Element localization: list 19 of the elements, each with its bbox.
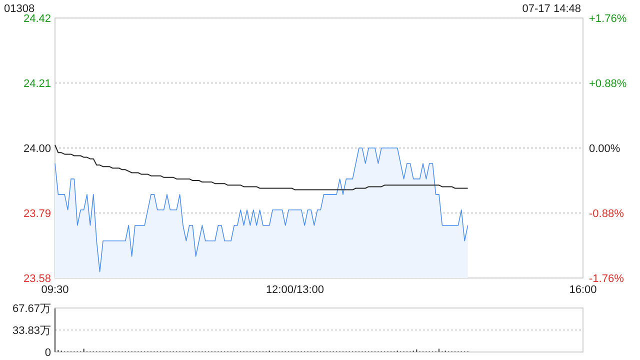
y-tick-label: 24.21 [23,78,51,90]
y2-tick-label: -1.76% [589,273,624,285]
y2-tick-label: +1.76% [589,13,627,25]
x-tick-label: 09:30 [41,284,69,296]
chart-subtitle: 07-17 14:48 [522,3,581,15]
y-tick-label: 33.83万 [12,325,51,338]
x-tick-label: 16:00 [569,284,597,296]
chart-title: 01308 [4,3,35,15]
y-tick-label: 24.00 [23,143,51,155]
y-tick-label: 0 [44,347,51,359]
y2-tick-label: +0.88% [589,78,627,90]
y2-tick-label: -0.88% [589,208,624,220]
y-tick-label: 23.58 [23,273,51,285]
y-tick-label: 67.67万 [12,303,51,315]
line-series [54,144,468,190]
y-tick-label: 23.79 [23,208,51,220]
y2-tick-label: 0.00% [589,143,620,155]
x-tick-label: 12:00/13:00 [266,284,324,296]
y-tick-label: 24.42 [23,13,51,25]
